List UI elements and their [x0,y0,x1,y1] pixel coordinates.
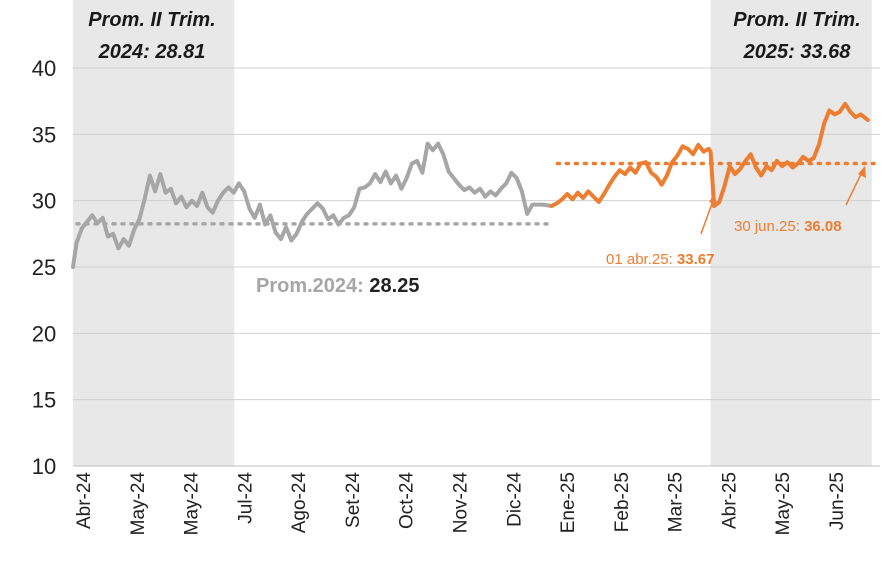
x-tick-6: Set-24 [343,472,364,528]
q2-2024-note-line2: 2024: 28.81 [98,41,206,63]
apr-arrow [700,194,717,235]
series-line-2 [549,101,870,208]
apr-annotation-prefix: 01 abr.25: [606,251,677,268]
average-lines [75,161,876,226]
jun-arrow [845,166,866,206]
shaded-period-2 [710,0,872,466]
y-tick-30: 30 [32,189,56,214]
jun-annotation-prefix: 30 jun.25: [734,218,804,235]
x-tick-7: Oct-24 [397,472,418,529]
x-axis-ticks: Abr-24 May-24 May-24 Jul-24 Ago-24 Set-24 Oct-… [74,472,848,536]
shaded-periods [73,0,872,466]
y-axis-ticks: 10 15 20 25 30 35 40 [32,56,56,479]
q2-2025-note-line1: Prom. II Trim. [733,9,860,31]
y-tick-25: 25 [32,255,56,280]
x-tick-9: Dic-24 [504,472,525,527]
x-tick-5: Ago-24 [289,472,310,534]
avg-2024-prefix: Prom.2024: [256,275,369,297]
x-tick-11: Feb-25 [612,472,633,532]
x-tick-8: Nov-24 [451,472,472,534]
x-tick-12: Mar-25 [666,472,687,532]
x-tick-1: Abr-24 [74,472,95,529]
x-tick-15: Jun-25 [827,472,848,530]
x-tick-13: Abr-25 [719,472,740,529]
x-tick-14: May-25 [773,472,794,535]
jun-annotation-value: 36.08 [804,218,842,235]
y-tick-35: 35 [32,122,56,147]
y-tick-10: 10 [32,454,56,479]
x-tick-2: May-24 [128,472,149,536]
avg-2024-label: Prom.2024: 28.25 [256,275,419,297]
series-line-1 [71,141,554,269]
x-tick-3: May-24 [182,472,203,536]
apr-annotation-value: 33.67 [677,251,715,268]
q2-2025-note-line2: 2025: 33.68 [743,41,852,63]
jun-annotation: 30 jun.25: 36.08 [734,218,842,235]
x-tick-4: Jul-24 [235,472,256,524]
y-tick-20: 20 [32,321,56,346]
avg-2024-value: 28.25 [369,275,419,297]
y-tick-40: 40 [32,56,56,81]
apr-annotation: 01 abr.25: 33.67 [606,251,714,268]
shaded-period-1 [73,0,235,466]
q2-2024-note-line1: Prom. II Trim. [88,9,215,31]
x-tick-10: Ene-25 [558,472,579,533]
gridlines [73,67,880,467]
series-lines [71,101,870,269]
y-tick-15: 15 [32,388,56,413]
